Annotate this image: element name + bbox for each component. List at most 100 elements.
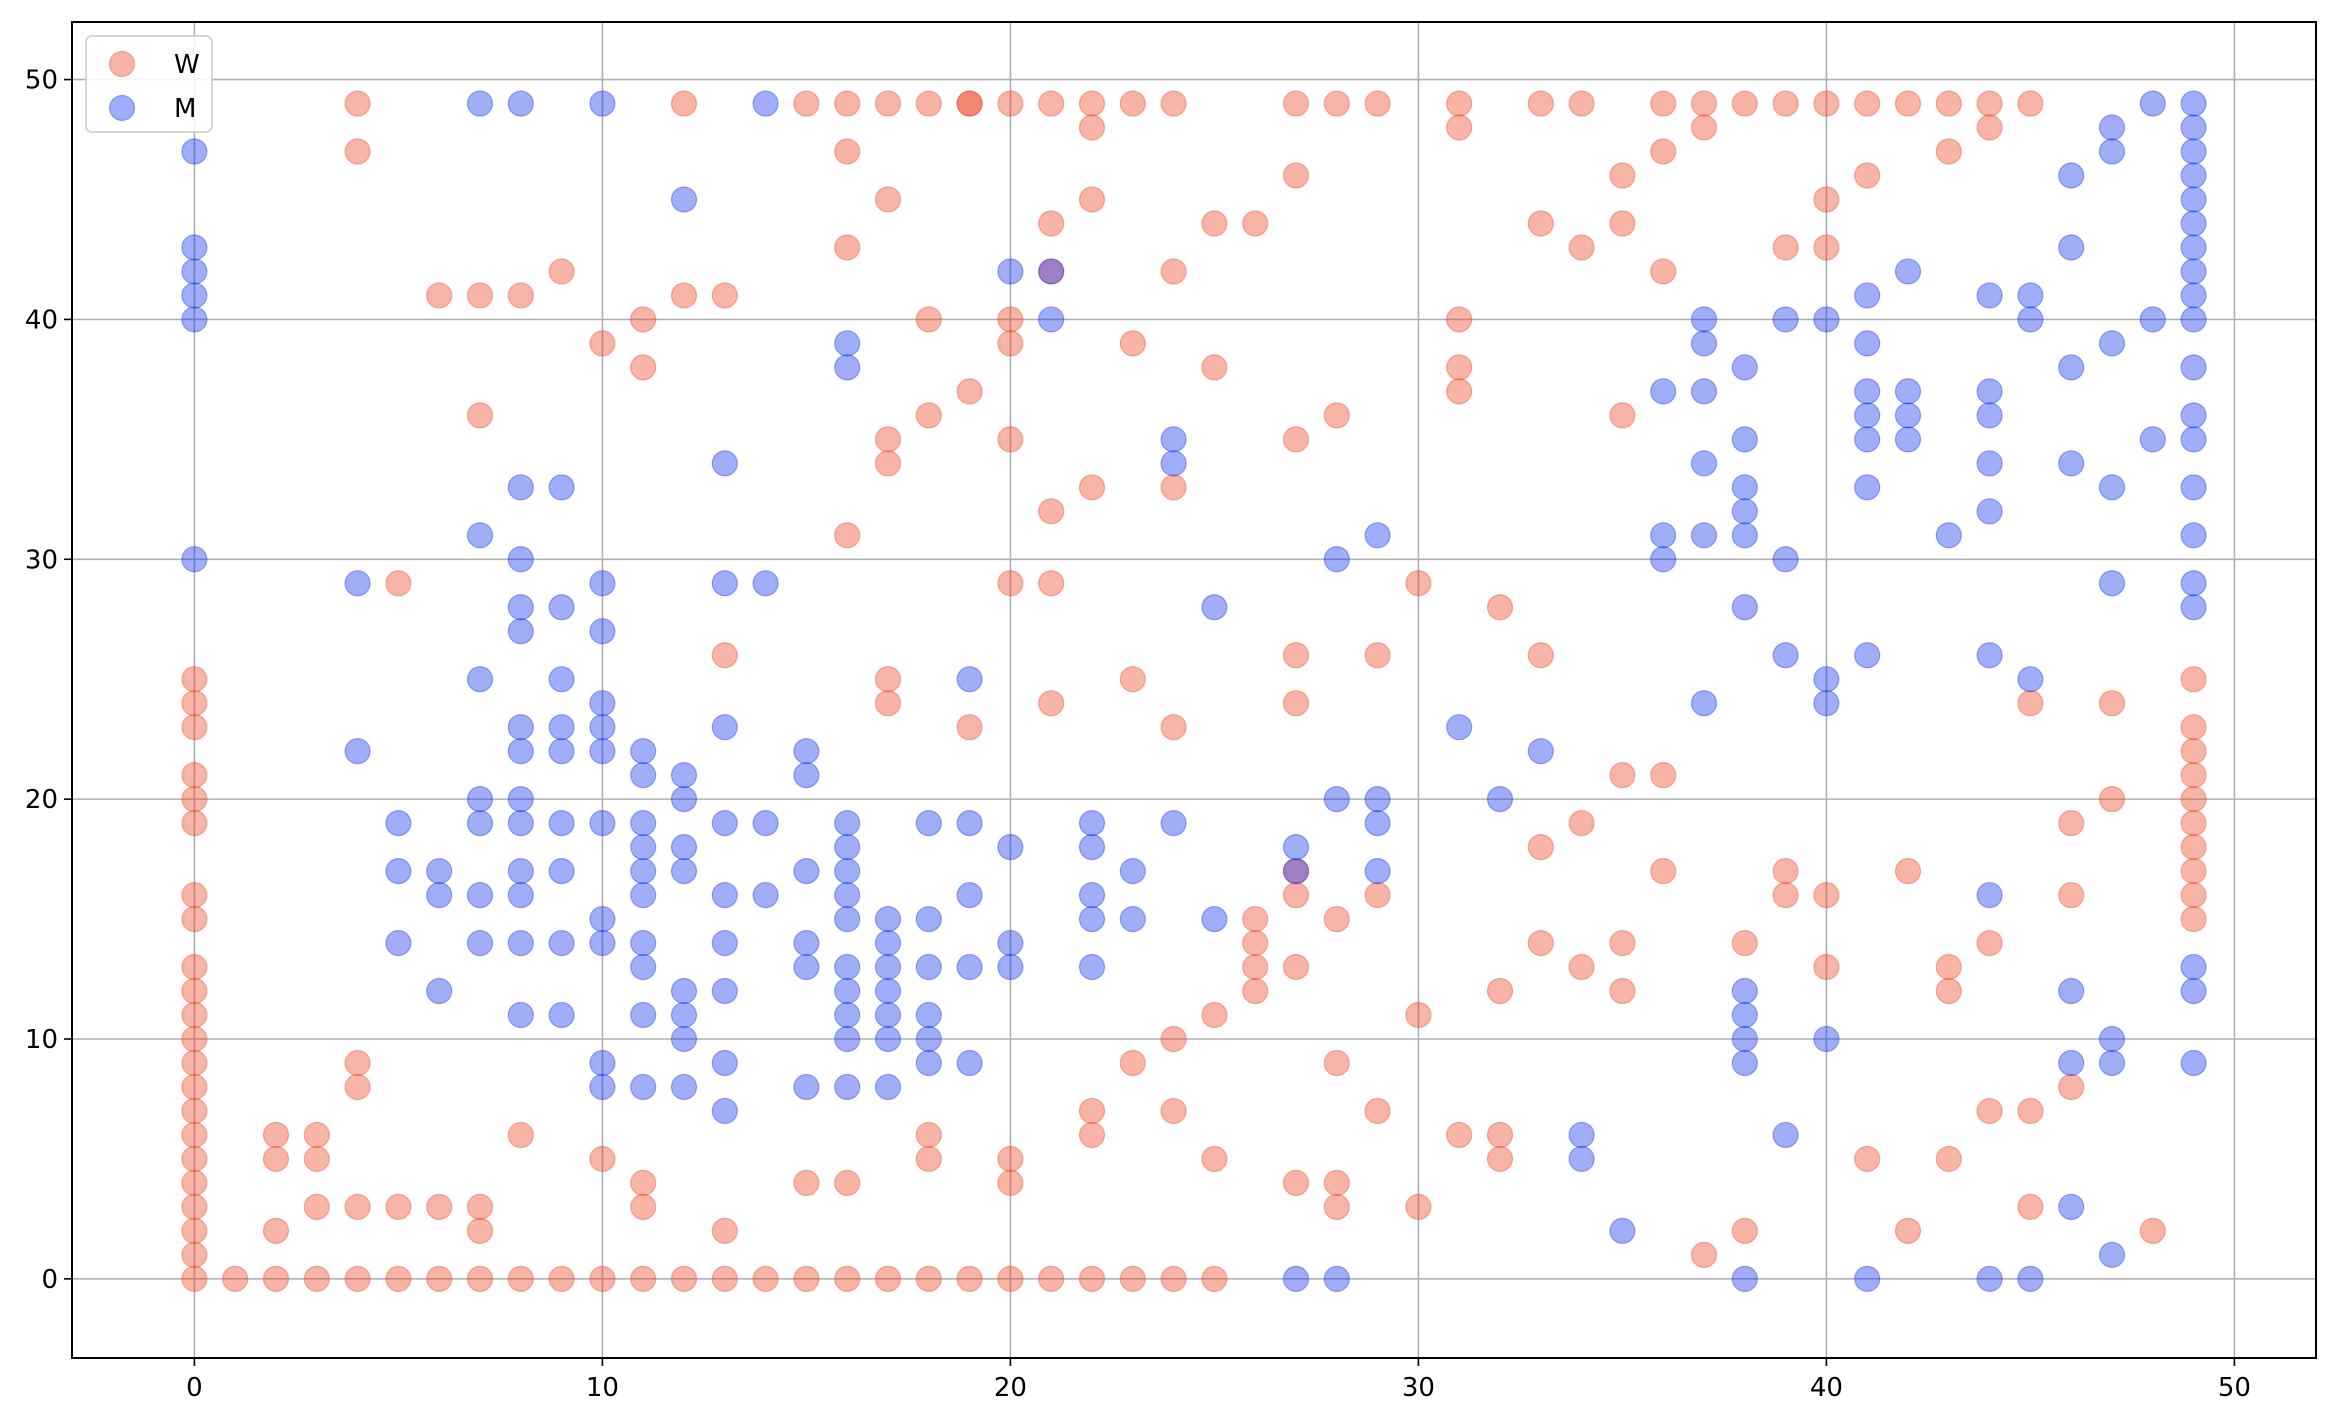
scatter-point-w — [303, 1265, 330, 1292]
scatter-point-w — [1854, 90, 1881, 117]
scatter-point-m — [1364, 522, 1391, 549]
scatter-point-w — [385, 1193, 412, 1220]
y-tick-label: 20 — [25, 785, 58, 815]
scatter-point-w — [1813, 90, 1840, 117]
scatter-point-m — [874, 905, 902, 933]
scatter-point-m — [2139, 90, 2166, 117]
scatter-point-m — [874, 953, 902, 981]
scatter-point-w — [507, 282, 534, 309]
scatter-point-w — [1038, 570, 1065, 597]
scatter-point-w — [1078, 1097, 1106, 1125]
scatter-point-m — [630, 738, 657, 765]
scatter-point-w — [915, 1121, 942, 1149]
scatter-point-m — [630, 1073, 657, 1101]
scatter-point-w — [181, 666, 208, 693]
scatter-point-m — [630, 810, 657, 837]
scatter-point-m — [2058, 977, 2085, 1005]
scatter-point-w — [915, 402, 942, 429]
scatter-point-w — [1486, 977, 1514, 1005]
scatter-point-m — [2098, 330, 2126, 357]
scatter-point-m — [1690, 690, 1718, 717]
scatter-point-m — [2180, 953, 2207, 981]
scatter-point-m — [670, 834, 698, 861]
scatter-point-m — [1078, 810, 1106, 837]
scatter-point-w — [2098, 786, 2126, 813]
scatter-point-w — [630, 306, 657, 333]
scatter-point-m — [630, 857, 657, 885]
scatter-point-m — [1935, 522, 1962, 549]
scatter-point-m — [711, 929, 738, 957]
scatter-point-m — [1323, 786, 1350, 813]
scatter-point-m — [1690, 522, 1718, 549]
scatter-point-m — [548, 474, 575, 501]
scatter-point-w — [426, 1265, 453, 1292]
scatter-point-w — [1038, 210, 1065, 237]
scatter-point-w — [1038, 1265, 1065, 1292]
scatter-point-m — [997, 953, 1024, 981]
scatter-point-w — [1078, 474, 1106, 501]
scatter-point-w — [630, 354, 657, 381]
scatter-point-m — [752, 810, 779, 837]
scatter-point-m — [466, 90, 494, 117]
scatter-point-m — [874, 977, 902, 1005]
scatter-point-m — [548, 857, 575, 885]
scatter-point-w — [752, 1265, 779, 1292]
scatter-point-w — [426, 1193, 453, 1220]
scatter-point-m — [2017, 1265, 2044, 1292]
scatter-point-w — [2139, 1217, 2166, 1244]
grid-lines — [72, 22, 2316, 1358]
scatter-point-m — [507, 929, 534, 957]
scatter-point-w — [2180, 857, 2207, 885]
scatter-point-m — [956, 953, 983, 981]
scatter-point-m — [2098, 114, 2126, 141]
scatter-point-m — [1119, 857, 1146, 885]
scatter-point-w — [181, 1001, 208, 1029]
scatter-point-m — [670, 977, 698, 1005]
scatter-point-w — [1323, 1169, 1350, 1197]
scatter-point-m — [426, 881, 453, 909]
scatter-point-m — [466, 522, 494, 549]
scatter-point-w — [2017, 90, 2044, 117]
scatter-point-w — [589, 1145, 616, 1173]
scatter-point-m — [1690, 378, 1718, 405]
scatter-point-w — [426, 282, 453, 309]
scatter-point-w — [2180, 810, 2207, 837]
x-tick-label: 20 — [994, 1373, 1027, 1403]
scatter-point-m — [2180, 210, 2207, 237]
scatter-point-m — [2017, 306, 2044, 333]
scatter-point-w — [834, 1169, 861, 1197]
scatter-point-m — [1976, 378, 2003, 405]
scatter-point-w — [344, 90, 371, 117]
scatter-point-m — [181, 306, 208, 333]
scatter-point-m — [507, 786, 534, 813]
scatter-point-m — [630, 762, 657, 789]
scatter-point-w — [1772, 234, 1799, 261]
scatter-point-w — [181, 1265, 208, 1292]
scatter-point-m — [834, 905, 861, 933]
scatter-point-w — [1609, 402, 1636, 429]
scatter-point-w — [1038, 258, 1065, 285]
scatter-point-w — [181, 1169, 208, 1197]
scatter-point-m — [2098, 1241, 2126, 1268]
scatter-point-w — [1405, 1193, 1432, 1220]
scatter-point-w — [2180, 762, 2207, 789]
scatter-point-w — [1527, 834, 1554, 861]
scatter-point-w — [181, 762, 208, 789]
scatter-point-m — [2180, 162, 2207, 189]
scatter-point-m — [1854, 426, 1881, 453]
scatter-point-m — [466, 929, 494, 957]
scatter-point-w — [344, 1049, 371, 1077]
scatter-point-w — [1364, 642, 1391, 669]
scatter-point-m — [1813, 690, 1840, 717]
scatter-point-m — [385, 929, 412, 957]
scatter-point-w — [2180, 714, 2207, 741]
scatter-point-m — [181, 258, 208, 285]
scatter-point-m — [1160, 426, 1187, 453]
scatter-point-w — [181, 881, 208, 909]
scatter-point-m — [2058, 162, 2085, 189]
scatter-point-w — [1813, 186, 1840, 213]
scatter-point-w — [834, 138, 861, 165]
scatter-point-m — [1650, 546, 1677, 573]
scatter-point-m — [1731, 498, 1758, 525]
scatter-point-w — [630, 1169, 657, 1197]
